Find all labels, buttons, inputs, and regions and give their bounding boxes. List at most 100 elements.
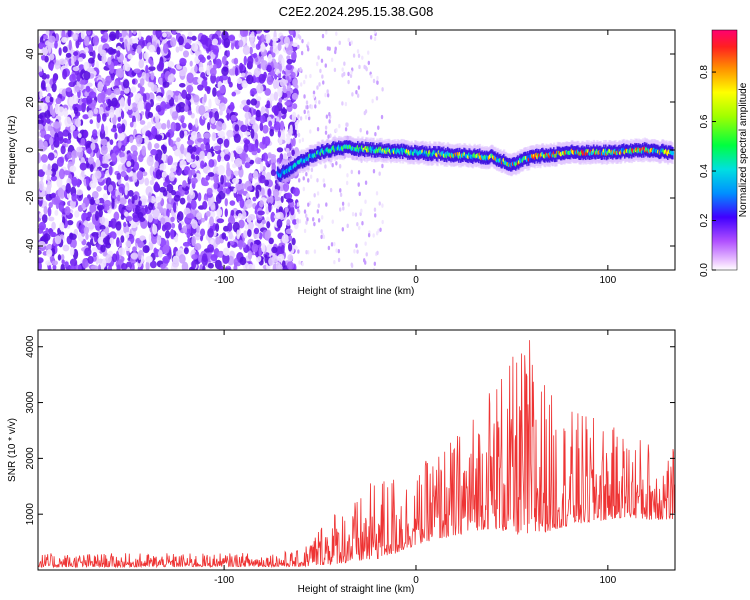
spectrogram-cell: [207, 228, 214, 238]
spectrogram-cell: [186, 140, 195, 145]
spectrogram-cell: [326, 93, 330, 98]
spectrogram-cell: [59, 221, 65, 231]
spectrogram-cell: [266, 194, 274, 205]
spectrogram-cell: [53, 196, 61, 205]
spectrogram-cell: [275, 212, 281, 219]
spectrogram-cell: [92, 251, 98, 258]
spectrogram-cell: [101, 30, 109, 33]
spectrogram-cell: [70, 124, 76, 131]
spectrogram-cell: [316, 126, 320, 132]
spectrogram-cell: [48, 35, 56, 43]
spectrogram-cell: [119, 37, 124, 43]
spectrogram-cell: [142, 93, 147, 103]
spectrogram-cell: [198, 54, 205, 61]
spectrogram-cell: [222, 247, 230, 256]
spectrogram-cell: [168, 76, 172, 83]
spectrogram-cell: [150, 72, 155, 81]
spectrogram-cell: [179, 130, 185, 139]
snr-ytick-label: 2000: [25, 447, 36, 470]
spectrogram-cell: [42, 163, 48, 172]
spectrogram-cell: [324, 125, 328, 130]
spectrogram-cell: [58, 201, 64, 212]
spectrogram-cell: [260, 60, 269, 71]
spectrogram-cell: [233, 265, 238, 270]
spectrogram-cell: [43, 34, 48, 40]
spectrogram-cell: [38, 104, 42, 110]
spectrogram-cell: [48, 202, 53, 209]
spectrogram-cell: [259, 122, 264, 132]
spectrogram-cell: [151, 234, 158, 245]
spectrogram-cell: [252, 52, 258, 59]
spectrogram-cell: [83, 70, 91, 81]
spectrogram-cell: [255, 57, 259, 63]
spectrogram-cell: [116, 172, 122, 180]
spectrogram-cell: [126, 160, 132, 167]
spectrogram-cell: [359, 128, 362, 133]
spectrogram-cell: [151, 126, 158, 136]
spectrogram-cell: [212, 87, 217, 97]
spectrogram-cell: [335, 31, 338, 36]
spectrogram-cell: [190, 187, 194, 196]
spectrogram-cell: [130, 144, 138, 153]
spectrogram-cell: [264, 179, 270, 187]
spectrogram-cell: [115, 221, 122, 231]
spectrogram-cell: [118, 138, 122, 149]
spectrogram-cell: [206, 151, 212, 160]
spectrogram-cell: [278, 97, 283, 104]
spectrogram-cell: [206, 187, 213, 196]
spectrogram-cell: [38, 152, 41, 163]
spectrogram-cell: [300, 50, 304, 56]
spectrogram-cell: [376, 80, 379, 85]
spectrogram-cell: [207, 262, 214, 269]
spectrogram-cell: [210, 254, 218, 262]
spectrogram-cell: [140, 86, 145, 93]
spectrogram-cell: [113, 88, 121, 96]
spectrogram-cell: [372, 169, 376, 174]
spectrogram-cell: [60, 234, 64, 240]
spectrogram-cell: [98, 197, 105, 204]
snr-ticks: -100 0 100 1000 2000 3000 4000: [25, 330, 675, 586]
spectrogram-cell: [171, 260, 180, 268]
spectrogram-cell: [238, 39, 244, 48]
spectrogram-cell: [261, 219, 267, 225]
spectrogram-cell: [170, 37, 177, 48]
spectrogram-cell: [127, 190, 134, 197]
spectrogram-cell: [188, 122, 193, 131]
spectrogram-cell: [260, 33, 265, 44]
spectrogram-cell: [275, 262, 281, 270]
spectrogram-cell: [265, 171, 271, 182]
spectrogram-cell: [150, 84, 158, 93]
spectrogram-cell: [350, 169, 353, 175]
spectrogram-cell: [357, 53, 361, 58]
spectrogram-cell: [360, 158, 363, 164]
spectrogram-cell: [278, 137, 283, 146]
spectrogram-cell: [367, 232, 371, 238]
spectrogram-cell: [218, 190, 226, 200]
spectrogram-cell: [357, 225, 361, 231]
spectrogram-cell: [298, 178, 301, 183]
spectrogram-cell: [156, 63, 164, 72]
spectrogram-cell: [378, 201, 381, 206]
spectrogram-cell: [91, 191, 99, 199]
spectrogram-cell: [191, 131, 198, 139]
spectrogram-cell: [89, 164, 94, 173]
spectrogram-cell: [237, 213, 243, 219]
spectrogram-cell: [330, 242, 334, 247]
spectrogram-cell: [256, 84, 264, 94]
spectrogram-cell: [139, 235, 146, 241]
spectrogram-cell: [322, 234, 326, 240]
spectrogram-cell: [172, 202, 177, 213]
spectrogram-cell: [65, 183, 71, 194]
spectrogram-cell: [305, 249, 308, 255]
spectrogram-cell: [109, 237, 114, 245]
spectrogram-cell: [317, 218, 321, 223]
spectrogram-cell: [333, 135, 337, 140]
spectrogram-cell: [67, 30, 72, 38]
spectrogram-cell: [316, 85, 319, 90]
spectrogram-cell: [49, 62, 54, 72]
spectrogram-cell: [117, 126, 123, 134]
spectrogram-cell: [111, 97, 118, 107]
spectrogram-cell: [165, 131, 171, 138]
spectrogram-cell: [282, 182, 290, 192]
spectrogram-cell: [97, 81, 104, 92]
